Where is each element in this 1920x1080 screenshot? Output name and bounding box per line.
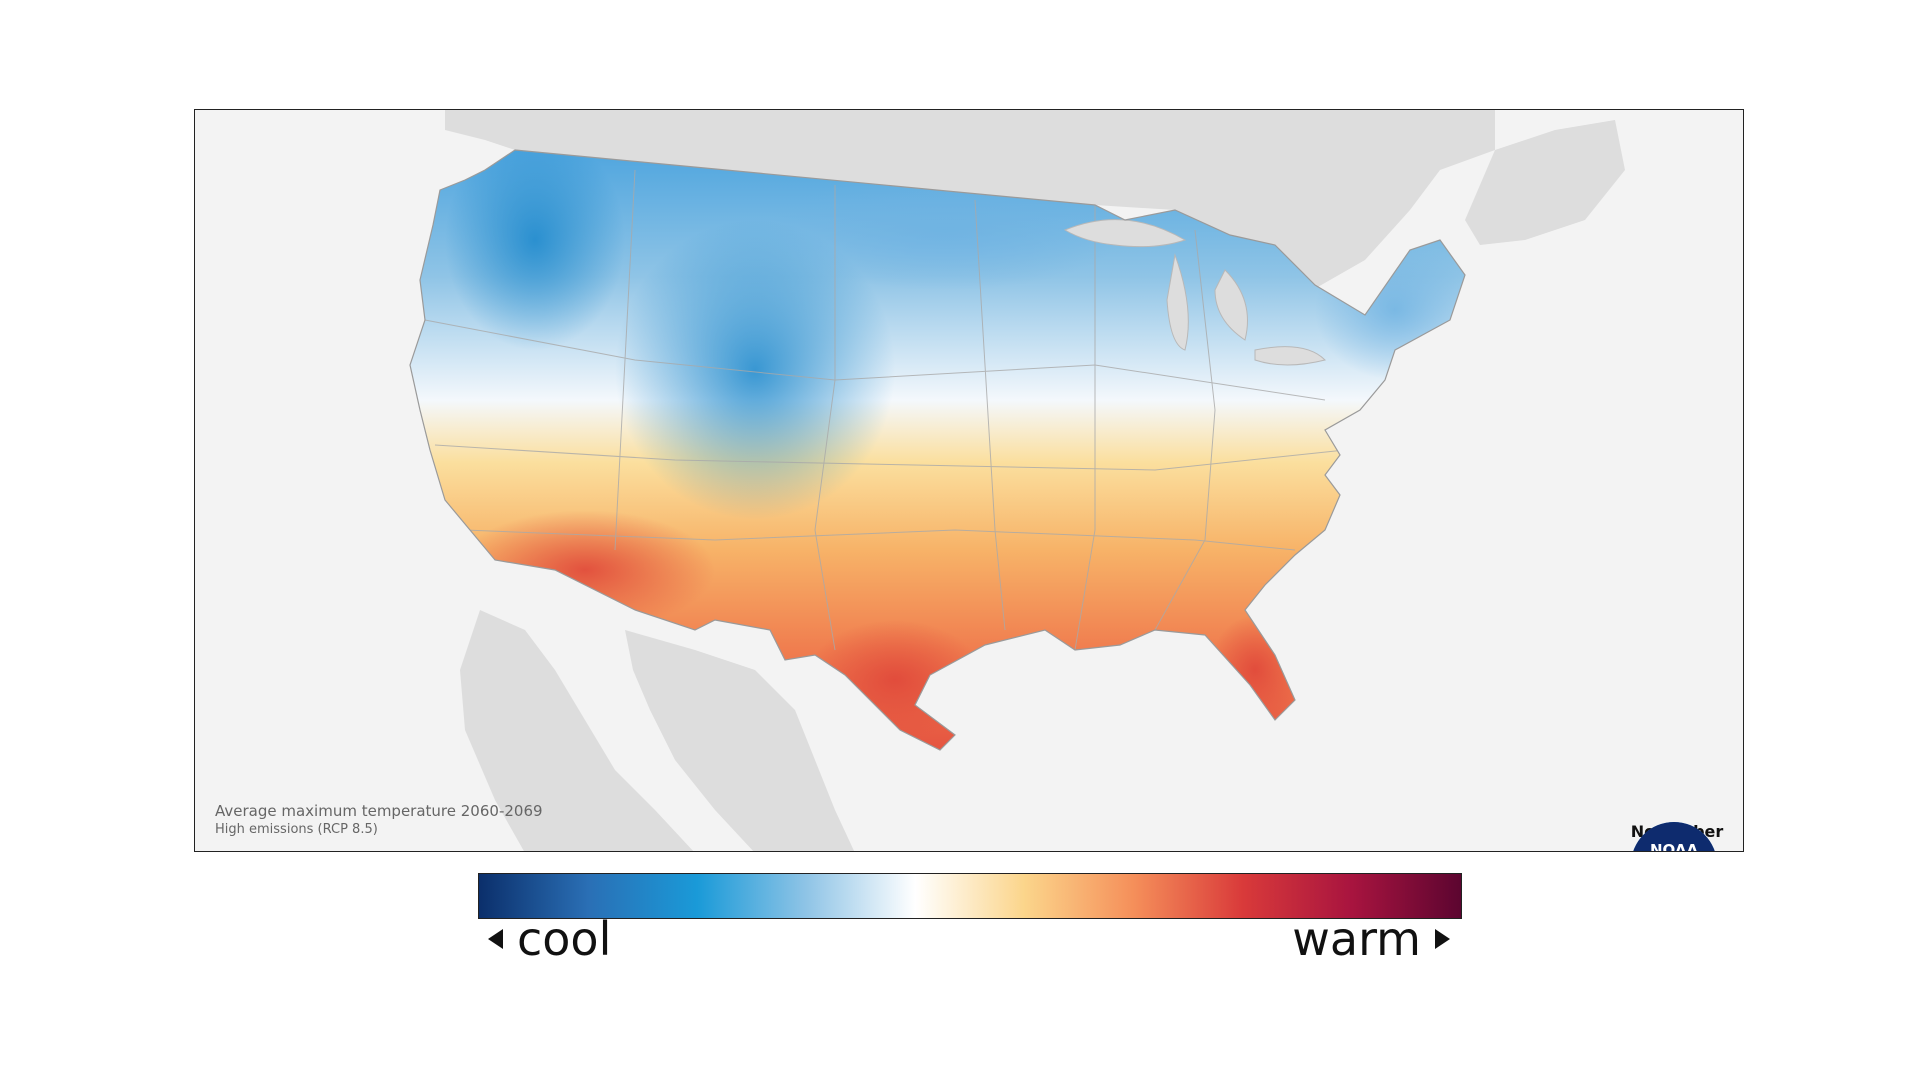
caption-subtitle: High emissions (RCP 8.5) <box>215 822 378 838</box>
legend-low: cool <box>488 912 611 966</box>
legend-high: warm <box>1292 912 1450 966</box>
legend-high-label: warm <box>1292 912 1421 966</box>
map-caption: Average maximum temperature 2060-2069 Hi… <box>215 801 543 839</box>
temperature-map <box>409 110 1625 851</box>
arrow-left-icon <box>488 929 503 949</box>
us-outline <box>409 149 1466 751</box>
legend-low-label: cool <box>517 912 612 966</box>
caption-title: Average maximum temperature 2060-2069 <box>215 802 543 821</box>
color-scale-bar <box>478 873 1462 919</box>
noaa-logo: NOAA <box>1633 822 1715 852</box>
arrow-right-icon <box>1435 929 1450 949</box>
map-panel: Average maximum temperature 2060-2069 Hi… <box>194 109 1744 852</box>
noaa-logo-text: NOAA <box>1650 841 1699 852</box>
logo-block: NOAA November <box>1629 820 1725 851</box>
